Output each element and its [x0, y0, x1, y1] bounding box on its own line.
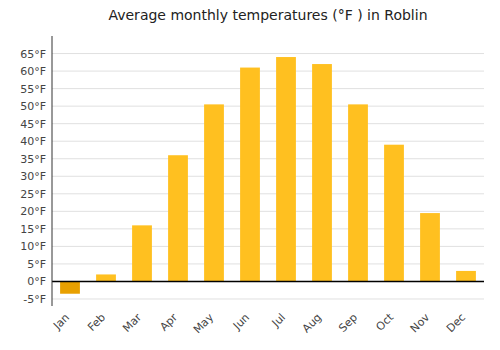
grid-line: [52, 246, 484, 247]
y-tick-label: 5°F: [27, 258, 46, 271]
x-tick-label: Nov: [408, 311, 433, 336]
y-tick-label: 10°F: [20, 240, 46, 253]
bar: [60, 281, 80, 293]
y-axis-line: [52, 36, 53, 306]
y-tick-label: 30°F: [20, 170, 46, 183]
grid-line: [52, 123, 484, 124]
grid-line: [52, 71, 484, 72]
bar: [96, 274, 116, 281]
grid-line: [52, 228, 484, 229]
y-tick-label: -5°F: [23, 293, 46, 306]
grid-line: [52, 141, 484, 142]
x-tick-label: Apr: [157, 311, 180, 334]
bar: [204, 104, 224, 281]
x-tick-label: Sep: [336, 311, 360, 335]
x-tick-label: Feb: [85, 311, 108, 334]
grid: [52, 54, 484, 299]
y-tick-label: 50°F: [20, 100, 46, 113]
bar: [276, 57, 296, 281]
y-tick-label: 40°F: [20, 135, 46, 148]
grid-line: [52, 193, 484, 194]
x-tick-label: May: [191, 311, 217, 337]
chart: Average monthly temperatures (°F ) in Ro…: [0, 0, 500, 350]
bar: [420, 213, 440, 281]
title: Average monthly temperatures (°F ) in Ro…: [108, 7, 427, 23]
bar: [312, 64, 332, 281]
grid-line: [52, 298, 484, 299]
bar: [348, 104, 368, 281]
y-tick-label: 60°F: [20, 65, 46, 78]
grid-line: [52, 158, 484, 159]
x-tick-label: Jul: [269, 311, 288, 330]
bar: [384, 145, 404, 282]
bar: [168, 155, 188, 281]
zero-line: [52, 281, 484, 283]
y-tick-label: 55°F: [20, 83, 46, 96]
y-tick-label: 35°F: [20, 153, 46, 166]
x-tick-label: Jun: [230, 311, 252, 333]
bar: [240, 68, 260, 282]
y-tick-label: 0°F: [27, 275, 46, 288]
y-tick-label: 45°F: [20, 118, 46, 131]
grid-line: [52, 53, 484, 54]
y-tick-label: 15°F: [20, 223, 46, 236]
grid-line: [52, 88, 484, 89]
grid-line: [52, 211, 484, 212]
bar: [456, 271, 476, 282]
x-tick-label: Dec: [444, 311, 468, 335]
grid-line: [52, 106, 484, 107]
y-tick-label: 20°F: [20, 205, 46, 218]
grid-line: [52, 176, 484, 177]
x-tick-label: Aug: [300, 311, 324, 335]
x-tick-label: Jan: [50, 311, 72, 333]
y-tick-label: 25°F: [20, 188, 46, 201]
y-tick-label: 65°F: [20, 48, 46, 61]
bar: [132, 225, 152, 281]
grid-line: [52, 281, 484, 282]
bars: [60, 57, 476, 294]
x-tick-label: Mar: [120, 311, 144, 335]
x-tick-label: Oct: [373, 310, 396, 333]
grid-line: [52, 263, 484, 264]
